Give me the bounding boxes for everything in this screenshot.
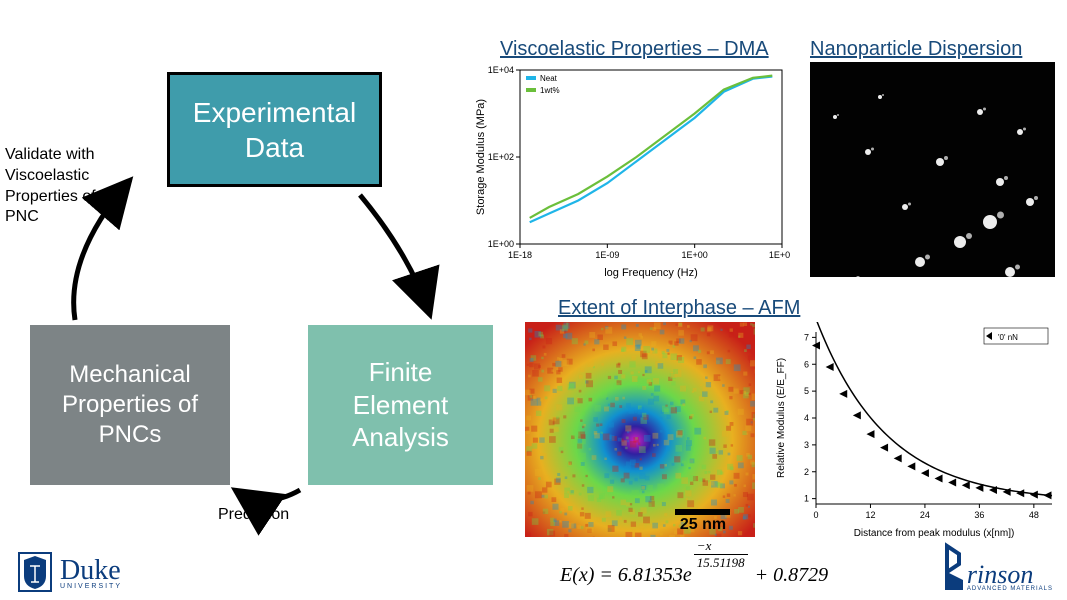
svg-text:Neat: Neat [540, 74, 558, 83]
duke-logo-subtitle: UNIVERSITY [60, 583, 122, 590]
svg-text:Relative Modulus (E/E_FF): Relative Modulus (E/E_FF) [776, 358, 787, 478]
svg-text:1E-18: 1E-18 [508, 250, 532, 260]
svg-text:48: 48 [1029, 510, 1039, 520]
svg-text:2: 2 [804, 467, 809, 477]
duke-logo-text: Duke [60, 555, 122, 587]
equation-exp-num: −x [694, 538, 748, 555]
svg-text:24: 24 [920, 510, 930, 520]
svg-text:36: 36 [974, 510, 984, 520]
box-mech-label: Mechanical Properties of PNCs [40, 360, 220, 450]
box-experimental-data: Experimental Data [167, 72, 382, 187]
box-fea-label: Finite Element Analysis [318, 356, 483, 454]
brinson-logo-subtitle: ADVANCED MATERIALS [967, 586, 1053, 592]
afm-heatmap: 25 nm [525, 322, 755, 537]
svg-text:Distance from peak modulus (x[: Distance from peak modulus (x[nm]) [854, 528, 1015, 539]
svg-text:1E+09: 1E+09 [769, 250, 790, 260]
brinson-logo: rinson ADVANCED MATERIALS [941, 542, 1053, 592]
label-validate: Validate with Viscoelastic Properties of… [5, 145, 115, 228]
svg-text:4: 4 [804, 413, 809, 423]
svg-text:'0' nN: '0' nN [998, 333, 1018, 342]
box-mechanical-properties: Mechanical Properties of PNCs [30, 325, 230, 485]
afm-curve-chart: 0122436481234567Distance from peak modul… [770, 322, 1060, 540]
dma-chart: 1E-18 1E-09 1E+00 1E+09 1E+00 1E+02 1E+04 log F… [470, 62, 790, 282]
equation-rhs: + 0.8729 [750, 564, 829, 586]
svg-text:1E+02: 1E+02 [488, 152, 514, 162]
label-prediction: Prediction [218, 505, 289, 526]
duke-shield-icon [18, 552, 52, 592]
equation-exp-den: 15.51198 [694, 555, 748, 571]
svg-text:0: 0 [813, 510, 818, 520]
box-experimental-label: Experimental Data [180, 95, 369, 165]
equation-lhs: E(x) = 6.81353e [560, 564, 692, 586]
svg-text:1E-09: 1E-09 [595, 250, 619, 260]
svg-text:1E+04: 1E+04 [488, 65, 514, 75]
brinson-mark-icon [941, 542, 969, 592]
svg-text:25 nm: 25 nm [680, 516, 726, 533]
svg-text:Storage Modulus (MPa): Storage Modulus (MPa) [475, 99, 487, 215]
svg-text:1wt%: 1wt% [540, 86, 560, 95]
svg-text:12: 12 [865, 510, 875, 520]
svg-text:1E+00: 1E+00 [682, 250, 708, 260]
brinson-logo-text: rinson [967, 563, 1053, 586]
equation: E(x) = 6.81353e −x 15.51198 + 0.8729 [560, 552, 828, 587]
svg-text:1: 1 [804, 494, 809, 504]
mcr-dispersion-image [810, 62, 1055, 277]
svg-text:log Frequency (Hz): log Frequency (Hz) [604, 267, 698, 279]
box-finite-element: Finite Element Analysis [308, 325, 493, 485]
svg-text:3: 3 [804, 440, 809, 450]
svg-text:7: 7 [804, 332, 809, 342]
svg-text:1E+00: 1E+00 [488, 239, 514, 249]
duke-logo: Duke UNIVERSITY [18, 552, 122, 592]
svg-text:5: 5 [804, 386, 809, 396]
svg-text:6: 6 [804, 359, 809, 369]
title-afm: Extent of Interphase – AFM [558, 297, 800, 320]
title-dma: Viscoelastic Properties – DMA [500, 38, 769, 61]
